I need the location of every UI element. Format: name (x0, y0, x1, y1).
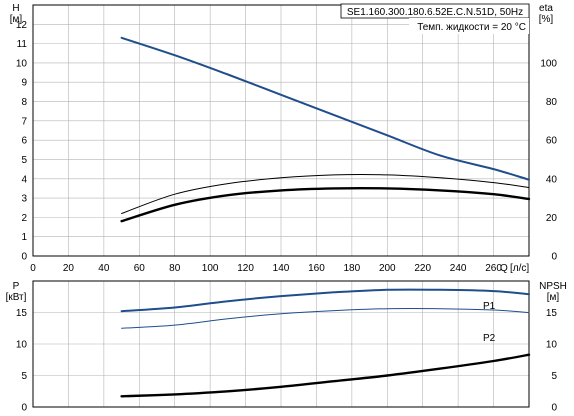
top-left-tick-11: 11 (17, 39, 28, 50)
top-right-tick-40: 40 (546, 174, 558, 185)
flow-tick-120: 120 (237, 263, 254, 274)
power-axis-title: P (13, 281, 20, 292)
power-axis-unit: [кВт] (6, 292, 27, 303)
top-plot-frame (32, 4, 530, 257)
bottom-right-tick-15: 15 (546, 308, 558, 319)
temp-label: Темп. жидкости = 20 °C (417, 22, 526, 33)
flow-tick-60: 60 (134, 263, 146, 274)
eta-axis-title: eta (539, 3, 553, 14)
flow-tick-40: 40 (98, 263, 110, 274)
flow-tick-140: 140 (273, 263, 290, 274)
P2-curve (121, 308, 530, 329)
top-left-tick-0: 0 (21, 252, 27, 263)
flow-tick-80: 80 (169, 263, 181, 274)
bottom-left-tick-5: 5 (21, 371, 27, 382)
top-tick-labels: 0 20 40 60 80 100 120 140 160 180 200 220 240 2600123… (16, 20, 558, 274)
temp-label-box (409, 18, 529, 34)
bottom-series-group (120, 288, 531, 398)
top-left-tick-8: 8 (21, 97, 27, 108)
bottom-tick-labels: 0 5 10 15 0 5 10 15 (16, 308, 558, 414)
top-left-tick-12: 12 (16, 20, 28, 31)
top-right-tick-100: 100 (540, 58, 557, 69)
top-left-tick-1: 1 (21, 232, 27, 243)
head-curve (120, 36, 530, 181)
bottom-left-tick-15: 15 (16, 308, 28, 319)
bottom-left-tick-10: 10 (16, 340, 28, 351)
bottom-plot-frame (32, 280, 530, 408)
top-left-tick-4: 4 (21, 174, 27, 185)
model-label: SE1.160.300.180.6.52E.C.N.51D, 50Hz (347, 7, 523, 18)
flow-tick-160: 160 (308, 263, 325, 274)
top-left-tick-2: 2 (21, 213, 27, 224)
flow-tick-260: 260 (485, 263, 502, 274)
head-axis-title: H (12, 3, 19, 14)
flow-axis-title: Q (500, 263, 508, 274)
eta-2-curve (120, 186, 531, 223)
flow-tick-0: 0 (30, 263, 36, 274)
bottom-right-tick-5: 5 (551, 371, 557, 382)
top-left-tick-10: 10 (16, 58, 28, 69)
top-grid (33, 5, 529, 256)
series-label-p1: P1 (483, 301, 496, 312)
eta-curve (121, 174, 530, 214)
top-right-tick-80: 80 (546, 97, 558, 108)
top-left-tick-6: 6 (21, 136, 27, 147)
npsh-axis-title: NPSH (539, 281, 567, 292)
bottom-grid (33, 281, 529, 407)
bottom-left-tick-0: 0 (21, 403, 27, 414)
flow-tick-220: 220 (414, 263, 431, 274)
top-left-tick-9: 9 (21, 78, 27, 89)
bottom-right-tick-10: 10 (546, 340, 558, 351)
bottom-right-tick-0: 0 (551, 403, 557, 414)
P1-curve (120, 288, 530, 313)
npsh-axis-unit: [м] (547, 292, 560, 303)
flow-tick-200: 200 (379, 263, 396, 274)
series-label-p2: P2 (483, 333, 496, 344)
top-right-tick-60: 60 (546, 136, 558, 147)
head-axis-unit: [м] (10, 14, 23, 25)
flow-axis-unit: [л/с] (510, 263, 529, 274)
flow-tick-20: 20 (63, 263, 75, 274)
flow-tick-240: 240 (450, 263, 467, 274)
npsh-curve (120, 353, 531, 398)
top-left-tick-3: 3 (21, 194, 27, 205)
flow-tick-100: 100 (202, 263, 219, 274)
top-series-group (120, 36, 531, 223)
top-left-tick-5: 5 (21, 155, 27, 166)
top-right-tick-20: 20 (546, 213, 558, 224)
flow-tick-180: 180 (344, 263, 361, 274)
top-left-tick-7: 7 (21, 116, 27, 127)
eta-axis-unit: [%] (539, 14, 554, 25)
top-right-tick-0: 0 (551, 252, 557, 263)
